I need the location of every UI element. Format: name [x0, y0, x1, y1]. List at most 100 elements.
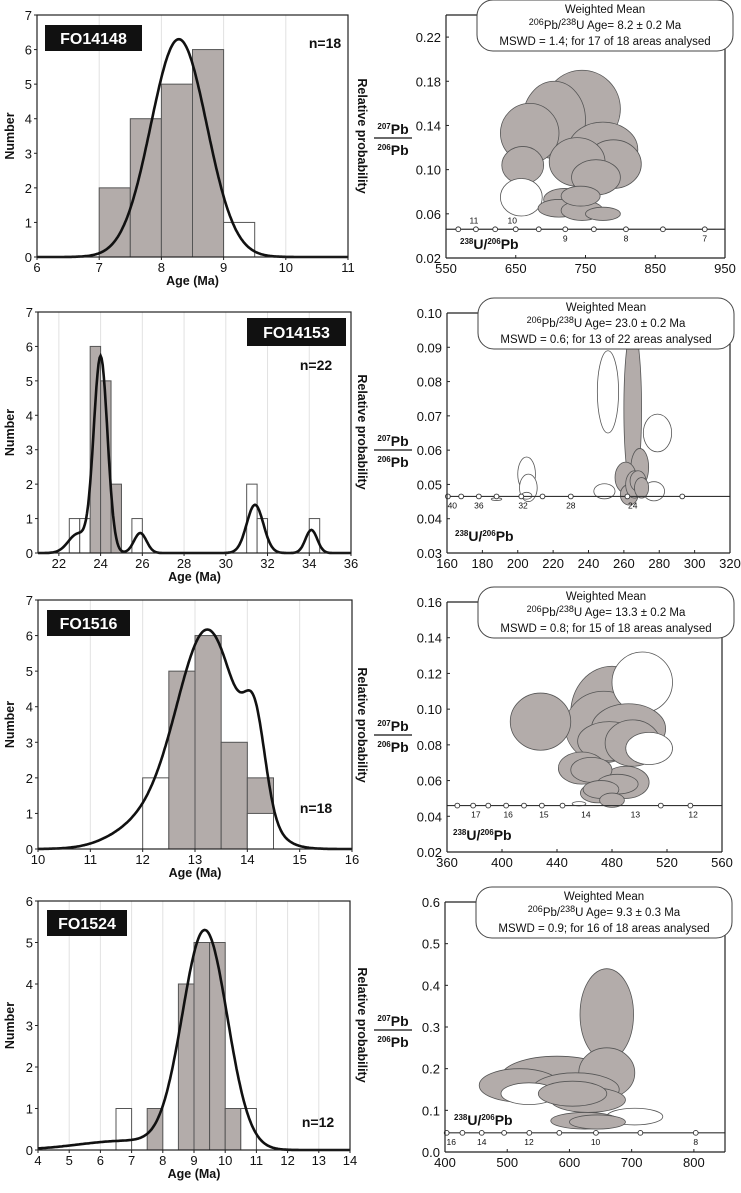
age-marker-label: 14 [581, 810, 591, 820]
x-tick-label: 400 [434, 1155, 456, 1170]
age-marker-label: 16 [446, 1137, 456, 1147]
x-tick-label: 500 [496, 1155, 518, 1170]
weighted-mean-title: Weighted Mean [566, 591, 646, 603]
x-tick-label: 4 [34, 1153, 41, 1168]
x-tick-label: 8 [159, 1153, 166, 1168]
age-marker [692, 1129, 699, 1136]
age-marker [623, 226, 629, 233]
age-marker-label: 17 [471, 810, 481, 820]
x-tick-label: 300 [684, 556, 706, 571]
y-tick-label: 5 [25, 77, 32, 92]
y-axis-label-numerator: 207Pb [377, 1013, 408, 1029]
x-tick-label: 400 [491, 855, 513, 870]
isotope: U/ [468, 528, 482, 544]
age-marker-label: 12 [524, 1137, 534, 1147]
age-marker-label: 11 [469, 215, 478, 225]
superscript: 206 [529, 17, 544, 27]
analysis-ellipses [500, 69, 642, 221]
x-tick-label: 11 [250, 1153, 264, 1168]
age-value: U Age= 23.0 ± 0.2 Ma [574, 318, 686, 330]
error-ellipse [593, 483, 616, 500]
y-tick-label: 0.03 [417, 546, 442, 561]
weighted-mean-box [475, 886, 733, 939]
isotope: Pb/ [542, 318, 560, 330]
x-axis-label: 238U/206Pb [460, 236, 519, 252]
x-tick-label: 200 [507, 556, 529, 571]
weighted-mean-title: Weighted Mean [565, 4, 645, 16]
y-tick-label: 6 [26, 894, 33, 909]
y-tick-label: 0.04 [417, 809, 442, 824]
sample-badge [47, 610, 130, 636]
superscript: 238 [559, 315, 574, 325]
age-marker-label: 13 [631, 810, 641, 820]
age-marker-label: 40 [448, 500, 458, 510]
error-ellipse [569, 1114, 626, 1130]
concordia-plot-3: 16 14 12 10 8 0.0 0.1 0.2 0.3 0.4 0.5 0.6 400 500 600 7… [374, 886, 733, 1170]
y-tick-label: 6 [25, 43, 32, 58]
age-marker [567, 493, 574, 500]
error-ellipse [611, 651, 673, 714]
x-tick-label: 24 [93, 556, 107, 571]
age-value: U Age= 8.2 ± 0.2 Ma [576, 20, 682, 32]
age-marker-label: 12 [688, 810, 698, 820]
y-tick-label: 3 [26, 735, 33, 750]
age-marker [535, 226, 542, 233]
age-marker-label: 36 [474, 500, 484, 510]
isotope: Pb [391, 718, 409, 734]
y-tick-label: 5 [26, 936, 33, 951]
y-axis-label-numerator: 207Pb [377, 718, 408, 734]
y-tick-label: 0 [26, 842, 33, 857]
x-tick-label: 8 [158, 260, 165, 275]
x-axis-label: 238U/206Pb [454, 1112, 513, 1128]
x-tick-label: 320 [719, 556, 741, 571]
x-tick-label: 13 [312, 1153, 326, 1168]
y-tick-label: 0 [26, 1143, 33, 1158]
age-marker [512, 226, 519, 233]
x-tick-label: 5 [66, 1153, 73, 1168]
y-tick-label: 6 [26, 629, 33, 644]
x-tick-label: 160 [436, 556, 458, 571]
isotope: Pb [391, 142, 409, 158]
age-value: U Age= 9.3 ± 0.3 Ma [575, 907, 681, 919]
x-tick-label: 16 [345, 852, 359, 867]
x-tick-label: 34 [302, 556, 316, 571]
sample-name: FO1524 [58, 916, 116, 933]
x-tick-label: 560 [711, 855, 733, 870]
age-marker-label: 10 [508, 215, 518, 225]
y-tick-label: 0.22 [416, 30, 441, 45]
sample-count: n=18 [300, 800, 333, 816]
y-tick-label: 0.05 [417, 477, 442, 492]
y-tick-label: 0.04 [417, 512, 442, 527]
y-tick-label: 0.02 [416, 251, 441, 266]
weighted-mean-age: 206Pb/238U Age= 9.3 ± 0.3 Ma [528, 904, 681, 919]
y-tick-label: 0.18 [416, 74, 441, 89]
y-tick-label: 0.1 [422, 1103, 440, 1118]
age-marker [485, 802, 492, 809]
sample-badge [47, 910, 127, 936]
y-tick-label: 1 [26, 806, 33, 821]
x-tick-label: 12 [135, 852, 149, 867]
x-tick-label: 11 [341, 260, 355, 275]
y-axis-label-denominator: 206Pb [377, 454, 408, 470]
superscript: 206 [482, 529, 496, 538]
histogram-bar [223, 221, 256, 258]
x-tick-label: 220 [542, 556, 564, 571]
isotope: Pb [391, 1013, 409, 1029]
error-ellipse [500, 178, 543, 217]
x-tick-label: 14 [343, 1153, 357, 1168]
age-marker-label: 28 [566, 500, 576, 510]
age-marker [492, 226, 499, 233]
x-tick-label: 280 [648, 556, 670, 571]
sample-count: n=22 [300, 357, 333, 373]
age-marker-label: 32 [518, 500, 528, 510]
superscript: 238 [460, 237, 474, 246]
y-tick-label: 3 [25, 146, 32, 161]
age-marker [445, 493, 451, 500]
x-tick-label: 12 [280, 1153, 294, 1168]
weighted-mean-title: Weighted Mean [564, 891, 644, 903]
age-marker-label: 15 [539, 810, 549, 820]
y-tick-label: 0.02 [417, 845, 442, 860]
age-marker [475, 493, 482, 500]
